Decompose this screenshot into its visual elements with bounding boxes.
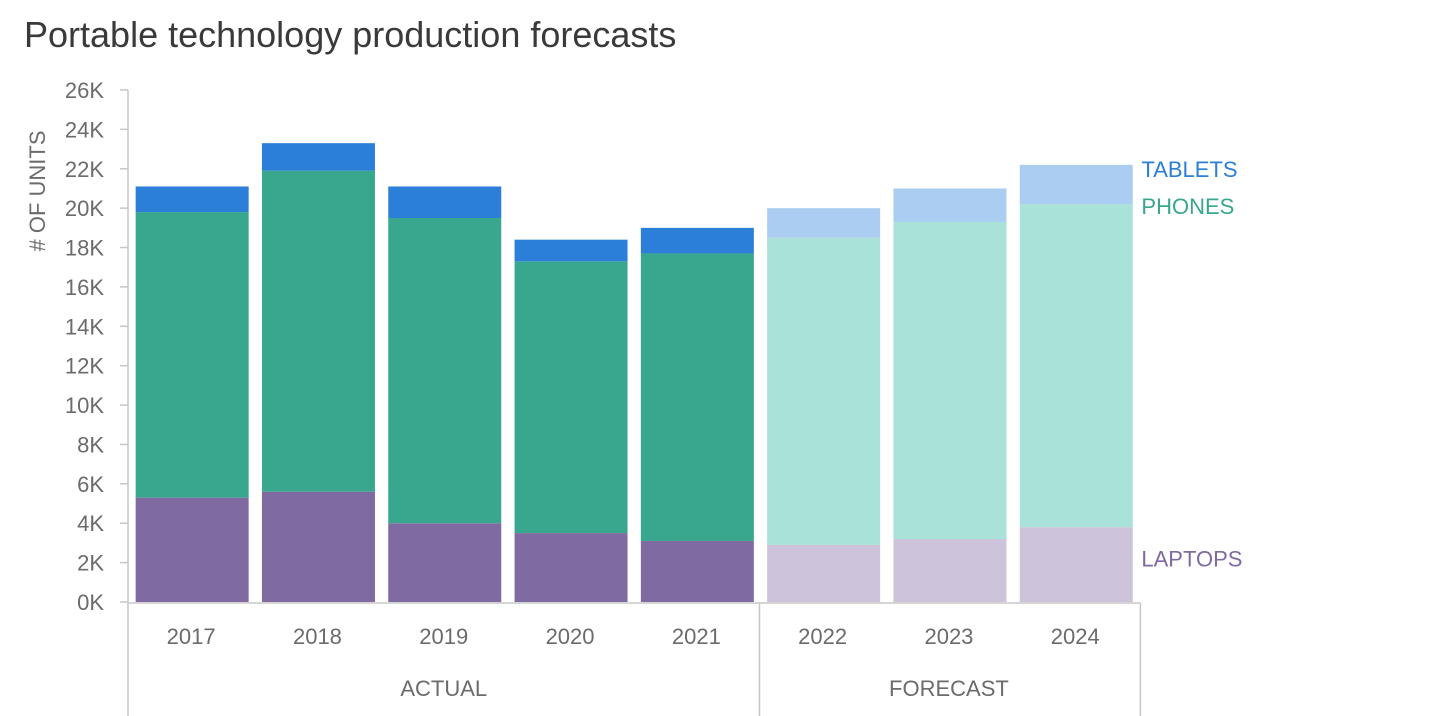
y-tick-label: 2K	[77, 551, 104, 576]
bar-laptops-2020	[514, 533, 628, 602]
chart-title: Portable technology production forecasts	[24, 14, 677, 55]
group-label-forecast: FORECAST	[889, 676, 1009, 701]
y-tick-label: 8K	[77, 432, 104, 457]
bar-phones-2019	[388, 218, 502, 524]
x-tick-label-2022: 2022	[798, 624, 847, 649]
bar-laptops-2022	[767, 544, 881, 602]
bar-tablets-2019	[388, 186, 502, 218]
y-tick-label: 14K	[65, 314, 104, 339]
y-tick-label: 22K	[65, 157, 104, 182]
bar-phones-2024	[1019, 204, 1133, 528]
y-tick-label: 12K	[65, 354, 104, 379]
bar-tablets-2021	[640, 227, 754, 254]
y-tick-label: 10K	[65, 393, 104, 418]
x-tick-label-2024: 2024	[1051, 624, 1100, 649]
bar-tablets-2024	[1019, 164, 1133, 205]
legend-label-laptops: LAPTOPS	[1141, 547, 1242, 572]
bar-phones-2023	[893, 221, 1007, 539]
bar-laptops-2019	[388, 523, 502, 602]
bar-phones-2018	[261, 170, 375, 492]
legend-label-phones: PHONES	[1141, 194, 1234, 219]
y-tick-label: 4K	[77, 511, 104, 536]
bar-phones-2021	[640, 253, 754, 541]
legend-label-tablets: TABLETS	[1141, 157, 1237, 182]
x-tick-label-2020: 2020	[546, 624, 595, 649]
group-label-actual: ACTUAL	[400, 676, 487, 701]
y-tick-label: 6K	[77, 472, 104, 497]
bar-laptops-2017	[135, 497, 249, 602]
x-tick-label-2018: 2018	[293, 624, 342, 649]
bar-tablets-2018	[261, 143, 375, 171]
bar-tablets-2022	[767, 208, 881, 238]
bar-tablets-2020	[514, 239, 628, 262]
bar-laptops-2024	[1019, 527, 1133, 602]
x-tick-label-2017: 2017	[167, 624, 216, 649]
x-tick-label-2019: 2019	[419, 624, 468, 649]
x-tick-label-2021: 2021	[672, 624, 721, 649]
y-tick-label: 16K	[65, 275, 104, 300]
bar-laptops-2018	[261, 491, 375, 602]
bar-laptops-2021	[640, 540, 754, 602]
bar-laptops-2023	[893, 538, 1007, 602]
bar-phones-2020	[514, 261, 628, 534]
bar-phones-2017	[135, 212, 249, 498]
y-tick-label: 26K	[65, 78, 104, 103]
bar-tablets-2017	[135, 186, 249, 213]
y-tick-label: 20K	[65, 196, 104, 221]
bar-phones-2022	[767, 237, 881, 545]
bar-tablets-2023	[893, 188, 1007, 222]
y-axis-title: # OF UNITS	[25, 130, 50, 251]
y-tick-label: 24K	[65, 117, 104, 142]
y-tick-label: 18K	[65, 236, 104, 261]
x-tick-label-2023: 2023	[924, 624, 973, 649]
y-tick-label: 0K	[77, 590, 104, 615]
